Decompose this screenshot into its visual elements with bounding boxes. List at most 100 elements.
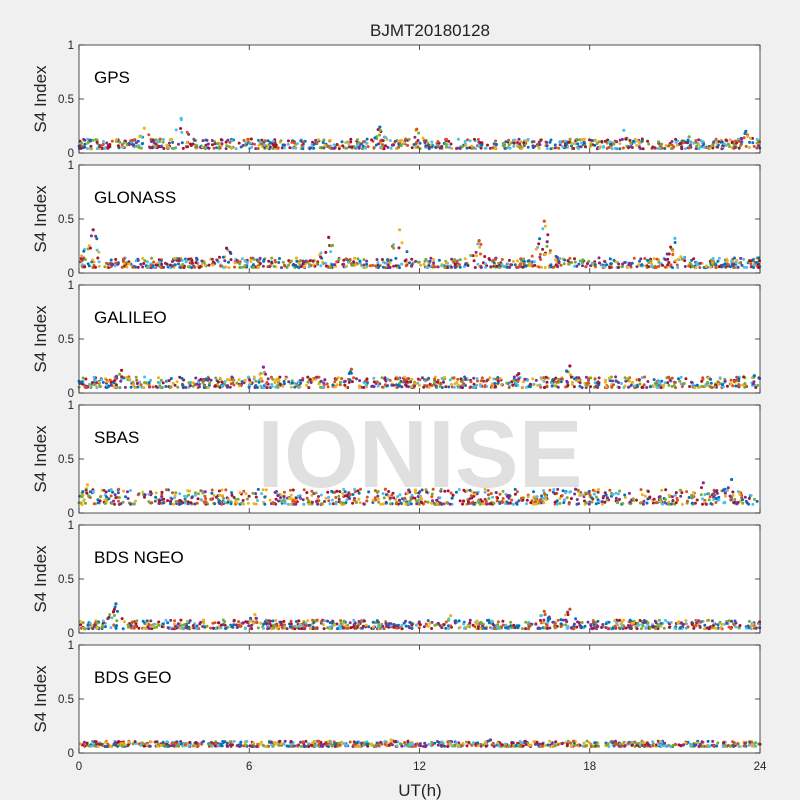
data-point (647, 261, 651, 265)
data-point (339, 622, 343, 625)
data-point (614, 379, 618, 383)
data-point (135, 378, 139, 382)
data-point (577, 147, 581, 151)
data-point (564, 139, 567, 143)
data-point (494, 139, 498, 143)
data-point (670, 376, 674, 380)
data-point (358, 384, 361, 388)
data-point (554, 258, 557, 262)
data-point (123, 264, 126, 268)
data-point (688, 146, 691, 150)
data-point (227, 260, 230, 264)
data-point (608, 266, 612, 270)
data-point (450, 257, 454, 261)
data-point (220, 142, 224, 146)
data-point (220, 494, 224, 498)
plot-area (79, 45, 760, 153)
data-point (709, 265, 713, 269)
data-point (364, 141, 368, 145)
data-point (540, 265, 544, 269)
data-point (747, 502, 751, 506)
data-point (609, 143, 612, 146)
data-point (232, 378, 236, 382)
data-point (168, 138, 172, 142)
data-point (670, 140, 674, 143)
data-point (671, 249, 675, 253)
data-point (584, 492, 588, 496)
data-point (95, 386, 99, 390)
panel-label: GPS (94, 68, 130, 87)
data-point (109, 258, 113, 262)
data-point (218, 376, 222, 380)
data-point (664, 488, 668, 492)
data-point (179, 502, 183, 506)
data-point (247, 385, 251, 389)
data-point (329, 144, 332, 148)
data-point (756, 146, 760, 150)
data-point (306, 619, 310, 623)
data-point (117, 487, 121, 491)
data-point (224, 147, 228, 151)
data-point (266, 146, 269, 150)
data-point (94, 234, 98, 238)
data-point (542, 379, 546, 383)
data-point (663, 257, 667, 261)
data-point (390, 383, 394, 387)
data-point (458, 265, 462, 269)
data-point (372, 146, 376, 150)
data-point (537, 146, 541, 150)
data-point (180, 130, 184, 134)
data-point (690, 258, 694, 262)
data-point (132, 138, 136, 142)
data-point (337, 144, 341, 148)
data-point (173, 494, 177, 498)
data-point (362, 619, 366, 623)
data-point (476, 262, 480, 266)
data-point (211, 626, 215, 630)
data-point (171, 502, 175, 506)
data-point (157, 258, 161, 262)
peak-point (327, 235, 331, 239)
data-point (338, 381, 342, 384)
data-point (249, 619, 252, 623)
data-point (594, 139, 598, 143)
data-point (155, 386, 159, 389)
data-point (184, 386, 188, 389)
data-point (376, 624, 380, 628)
data-point (688, 261, 692, 265)
data-point (754, 386, 758, 389)
data-point (719, 626, 722, 630)
data-point (183, 623, 186, 627)
data-point (671, 253, 675, 256)
data-point (427, 624, 430, 628)
data-point (161, 622, 165, 626)
data-point (436, 140, 440, 143)
data-point (432, 261, 436, 265)
data-point (88, 385, 92, 389)
data-point (713, 490, 717, 493)
data-point (311, 263, 315, 267)
data-point (214, 376, 218, 380)
data-point (120, 265, 124, 269)
data-point (381, 143, 384, 147)
data-point (351, 263, 355, 267)
data-point (104, 490, 108, 494)
data-point (561, 145, 565, 149)
data-point (256, 626, 260, 630)
data-point (315, 375, 319, 379)
data-point (165, 488, 168, 492)
data-point (628, 139, 632, 142)
peak-point (752, 374, 756, 378)
data-point (167, 141, 171, 145)
data-point (158, 501, 162, 505)
data-point (229, 502, 233, 506)
data-point (211, 260, 215, 264)
data-point (190, 261, 194, 265)
data-point (539, 377, 543, 381)
peak-point (542, 219, 546, 223)
data-point (543, 253, 547, 256)
data-point (317, 375, 321, 379)
data-point (290, 140, 294, 144)
data-point (755, 141, 759, 145)
